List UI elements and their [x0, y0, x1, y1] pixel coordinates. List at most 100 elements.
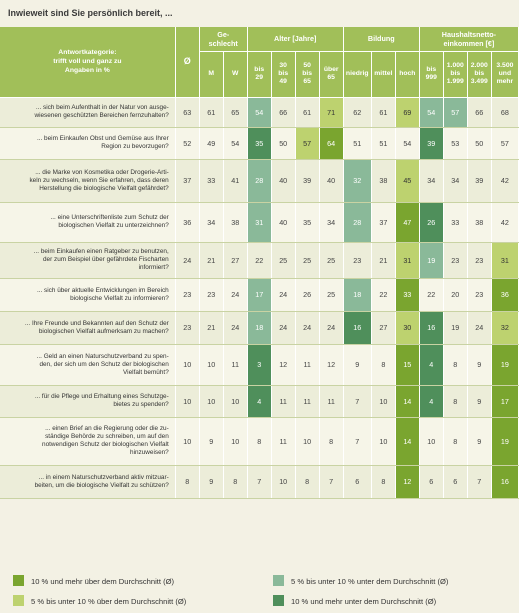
- question-text: ... sich über aktuelle Entwicklungen im …: [36, 286, 169, 302]
- value-cell: 8: [443, 344, 468, 386]
- table-row: ... die Marke von Kosmetika oder Drogeri…: [0, 159, 519, 203]
- legend-swatch: [13, 575, 24, 586]
- value-cell: 51: [371, 127, 396, 160]
- question-cell: ... eine Unterschriftenliste zum Schutz …: [0, 202, 176, 243]
- value-cell: 15: [395, 344, 420, 386]
- question-cell: ... beim Einkaufen einen Ratgeber zu ben…: [0, 242, 176, 279]
- table-row: ... für die Pflege und Erhaltung eines S…: [0, 385, 519, 418]
- question-cell: ... beim Einkaufen Obst und Gemüse aus I…: [0, 127, 176, 160]
- value-cell: 10: [223, 385, 248, 418]
- value-cell: 33: [443, 202, 468, 243]
- value-cell: 40: [271, 202, 296, 243]
- value-cell: 6: [419, 465, 444, 499]
- value-cell: 31: [395, 242, 420, 279]
- value-cell: 24: [271, 311, 296, 345]
- value-cell: 11: [223, 344, 248, 386]
- value-cell: 19: [443, 311, 468, 345]
- antwortkategorie-label: Antwortkategorie: trifft voll und ganz z…: [53, 49, 122, 75]
- value-cell: 7: [319, 465, 344, 499]
- value-cell: 71: [319, 97, 344, 128]
- question-text: ... beim Einkaufen einen Ratgeber zu ben…: [33, 248, 169, 271]
- value-cell: 62: [343, 97, 372, 128]
- value-cell: 20: [443, 278, 468, 312]
- table-body: ... sich beim Aufenthalt in der Natur vo…: [0, 97, 519, 499]
- value-cell: 3: [247, 344, 272, 386]
- value-cell: 26: [419, 202, 444, 243]
- value-cell: 7: [343, 417, 372, 466]
- col-header: 30 bis 49: [271, 51, 296, 98]
- value-cell: 28: [247, 159, 272, 203]
- question-text: ... sich beim Aufenthalt in der Natur vo…: [34, 104, 169, 119]
- table-row: ... Geld an einen Naturschutzverband zu …: [0, 344, 519, 386]
- question-cell: ... sich beim Aufenthalt in der Natur vo…: [0, 97, 176, 128]
- value-cell: 10: [371, 385, 396, 418]
- value-cell: 8: [175, 465, 200, 499]
- value-cell: 8: [443, 385, 468, 418]
- value-cell: 9: [343, 344, 372, 386]
- legend-label: 10 % und mehr über dem Durchschnitt (Ø): [31, 577, 175, 586]
- value-cell: 39: [467, 159, 492, 203]
- value-cell: 12: [319, 344, 344, 386]
- value-cell: 8: [443, 417, 468, 466]
- question-cell: ... für die Pflege und Erhaltung eines S…: [0, 385, 176, 418]
- col-header: 1.000 bis 1.999: [443, 51, 468, 98]
- col-header: 3.500 und mehr: [491, 51, 519, 98]
- value-cell: 4: [419, 385, 444, 418]
- value-cell: 54: [223, 127, 248, 160]
- value-cell: 34: [419, 159, 444, 203]
- value-cell: 38: [467, 202, 492, 243]
- value-cell: 45: [395, 159, 420, 203]
- header-geschlecht: Ge- schlecht: [199, 27, 248, 52]
- value-cell: 8: [247, 417, 272, 466]
- value-cell: 7: [343, 385, 372, 418]
- value-cell: 23: [343, 242, 372, 279]
- value-cell: 50: [271, 127, 296, 160]
- value-cell: 42: [491, 159, 519, 203]
- value-cell: 33: [199, 159, 224, 203]
- table-header: Antwortkategorie: trifft voll und ganz z…: [0, 27, 519, 98]
- value-cell: 9: [467, 385, 492, 418]
- value-cell: 41: [223, 159, 248, 203]
- question-text: ... in einem Naturschutzverband aktiv mi…: [34, 473, 169, 489]
- value-cell: 37: [175, 159, 200, 203]
- col-header: 2.000 bis 3.499: [467, 51, 492, 98]
- value-cell: 8: [295, 465, 320, 499]
- legend-swatch: [13, 595, 24, 606]
- value-cell: 24: [295, 311, 320, 345]
- value-cell: 22: [371, 278, 396, 312]
- value-cell: 23: [443, 242, 468, 279]
- value-cell: 12: [395, 465, 420, 499]
- table-row: ... in einem Naturschutzverband aktiv mi…: [0, 465, 519, 499]
- value-cell: 24: [271, 278, 296, 312]
- value-cell: 54: [419, 97, 444, 128]
- value-cell: 36: [491, 278, 519, 312]
- value-cell: 18: [247, 311, 272, 345]
- question-cell: ... Geld an einen Naturschutzverband zu …: [0, 344, 176, 386]
- value-cell: 7: [247, 465, 272, 499]
- question-text: ... eine Unterschriftenliste zum Schutz …: [50, 214, 169, 229]
- value-cell: 8: [371, 344, 396, 386]
- value-cell: 8: [319, 417, 344, 466]
- value-cell: 23: [199, 278, 224, 312]
- value-cell: 68: [491, 97, 519, 128]
- value-cell: 52: [175, 127, 200, 160]
- value-cell: 7: [467, 465, 492, 499]
- value-cell: 23: [175, 311, 200, 345]
- header-antwortkategorie: Antwortkategorie: trifft voll und ganz z…: [0, 27, 176, 98]
- survey-table: Antwortkategorie: trifft voll und ganz z…: [0, 27, 519, 499]
- value-cell: 42: [491, 202, 519, 243]
- value-cell: 49: [199, 127, 224, 160]
- value-cell: 11: [271, 417, 296, 466]
- value-cell: 10: [271, 465, 296, 499]
- value-cell: 54: [395, 127, 420, 160]
- table-row: ... einen Brief an die Regierung oder di…: [0, 417, 519, 466]
- question-text: ... Ihre Freunde und Bekannten auf den S…: [24, 319, 169, 335]
- question-cell: ... sich über aktuelle Entwicklungen im …: [0, 278, 176, 312]
- value-cell: 61: [295, 97, 320, 128]
- value-cell: 16: [343, 311, 372, 345]
- value-cell: 10: [223, 417, 248, 466]
- value-cell: 33: [395, 278, 420, 312]
- col-header: 50 bis 65: [295, 51, 320, 98]
- value-cell: 21: [371, 242, 396, 279]
- question-text: ... Geld an einen Naturschutzverband zu …: [36, 352, 169, 376]
